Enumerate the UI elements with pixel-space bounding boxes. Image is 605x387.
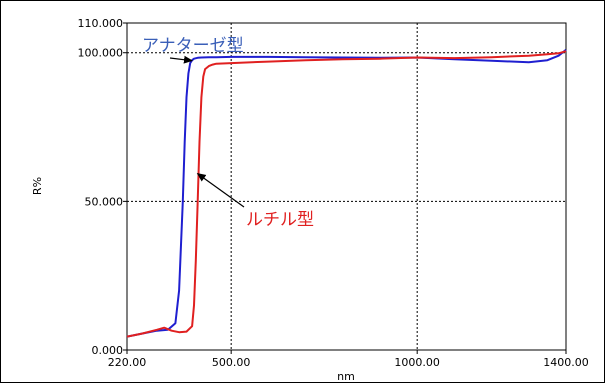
annotation-label-0: アナターゼ型 [142,36,244,56]
series-line-1 [126,50,567,338]
annotation-label-1: ルチル型 [246,210,314,230]
grid-lines [127,23,566,350]
series-line-0 [126,49,567,338]
y-axis-label: R% [31,177,44,195]
y-tick-label: 110.000 [78,17,124,30]
x-tick-label: 500.00 [212,356,251,369]
series-lines [126,49,567,338]
y-tick-label: 50.000 [85,195,124,208]
annotation-arrow-1 [196,173,245,208]
axis-ticks: 220.00 500.00 1000.00 1400.00 0.000 50.000 100… [78,17,589,369]
x-tick-label: 1000.00 [394,356,440,369]
annotation-arrow-0 [169,55,193,64]
x-axis-label: nm [337,370,355,382]
x-tick-label: 220.00 [108,356,147,369]
y-tick-label: 100.000 [78,47,124,60]
plot-area [126,22,567,351]
y-tick-label: 0.000 [92,344,124,357]
x-tick-label: 1400.00 [543,356,589,369]
